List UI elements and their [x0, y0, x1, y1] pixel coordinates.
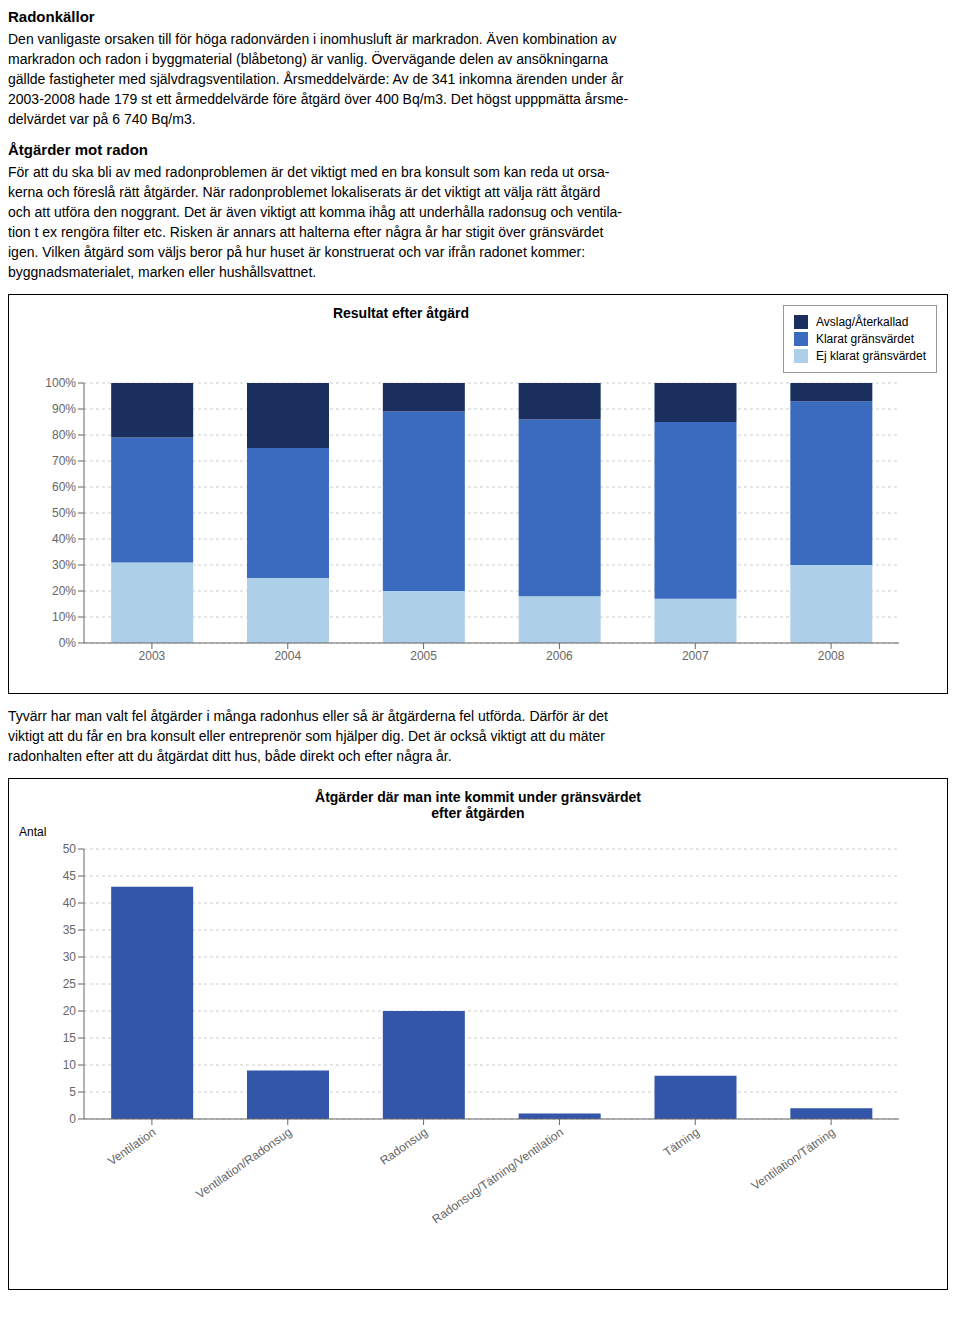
svg-text:50: 50	[63, 842, 77, 856]
svg-text:20: 20	[63, 1004, 77, 1018]
svg-text:90%: 90%	[52, 402, 76, 416]
svg-text:Tätning: Tätning	[661, 1125, 702, 1159]
svg-text:60%: 60%	[52, 480, 76, 494]
svg-text:2004: 2004	[274, 649, 301, 663]
svg-text:Radonsug/Tätning/Ventilation: Radonsug/Tätning/Ventilation	[430, 1125, 566, 1226]
svg-text:45: 45	[63, 869, 77, 883]
svg-text:70%: 70%	[52, 454, 76, 468]
svg-text:Ventilation/Radonsug: Ventilation/Radonsug	[193, 1125, 294, 1202]
svg-text:Radonsug: Radonsug	[377, 1125, 430, 1168]
svg-text:35: 35	[63, 923, 77, 937]
svg-text:15: 15	[63, 1031, 77, 1045]
html-text:efter åtgärden: efter åtgärden	[431, 805, 525, 821]
html-text:För att du ska bli av med rado: För att du ska bli av med radonproblemen…	[8, 164, 622, 280]
svg-text:40%: 40%	[52, 532, 76, 546]
svg-text:25: 25	[63, 977, 77, 991]
svg-text:50%: 50%	[52, 506, 76, 520]
svg-text:5: 5	[69, 1085, 76, 1099]
html-text:Radonkällor: Radonkällor	[8, 8, 95, 25]
svg-text:Ventilation: Ventilation	[105, 1125, 158, 1168]
html-text:Åtgärder mot radon: Åtgärder mot radon	[8, 141, 148, 158]
svg-text:10%: 10%	[52, 610, 76, 624]
svg-text:2005: 2005	[410, 649, 437, 663]
svg-text:30%: 30%	[52, 558, 76, 572]
html-text:Tyvärr har man valt fel åtgärd: Tyvärr har man valt fel åtgärder i många…	[8, 708, 608, 764]
html-text:Ej klarat gränsvärdet: Ej klarat gränsvärdet	[815, 349, 926, 363]
html-text:Åtgärder där man inte kommit u: Åtgärder där man inte kommit under gräns…	[315, 789, 641, 805]
html-text:Klarat gränsvärdet: Klarat gränsvärdet	[815, 332, 914, 346]
html-text:Resultat efter åtgärd: Resultat efter åtgärd	[332, 305, 469, 321]
svg-text:0%: 0%	[59, 636, 77, 650]
svg-text:100%: 100%	[45, 376, 76, 390]
svg-text:2006: 2006	[546, 649, 573, 663]
html-text:Den vanligaste orsaken till fö: Den vanligaste orsaken till för höga rad…	[8, 31, 629, 127]
html-text:Avslag/Återkallad: Avslag/Återkallad	[815, 315, 909, 329]
svg-text:30: 30	[63, 950, 77, 964]
svg-text:40: 40	[63, 896, 77, 910]
svg-text:2008: 2008	[818, 649, 845, 663]
svg-text:80%: 80%	[52, 428, 76, 442]
svg-text:20%: 20%	[52, 584, 76, 598]
svg-text:Ventilation/Tätning: Ventilation/Tätning	[749, 1125, 838, 1193]
svg-text:10: 10	[63, 1058, 77, 1072]
svg-text:0: 0	[69, 1112, 76, 1126]
svg-text:2003: 2003	[139, 649, 166, 663]
html-text:Antal: Antal	[19, 825, 47, 839]
svg-text:2007: 2007	[682, 649, 709, 663]
